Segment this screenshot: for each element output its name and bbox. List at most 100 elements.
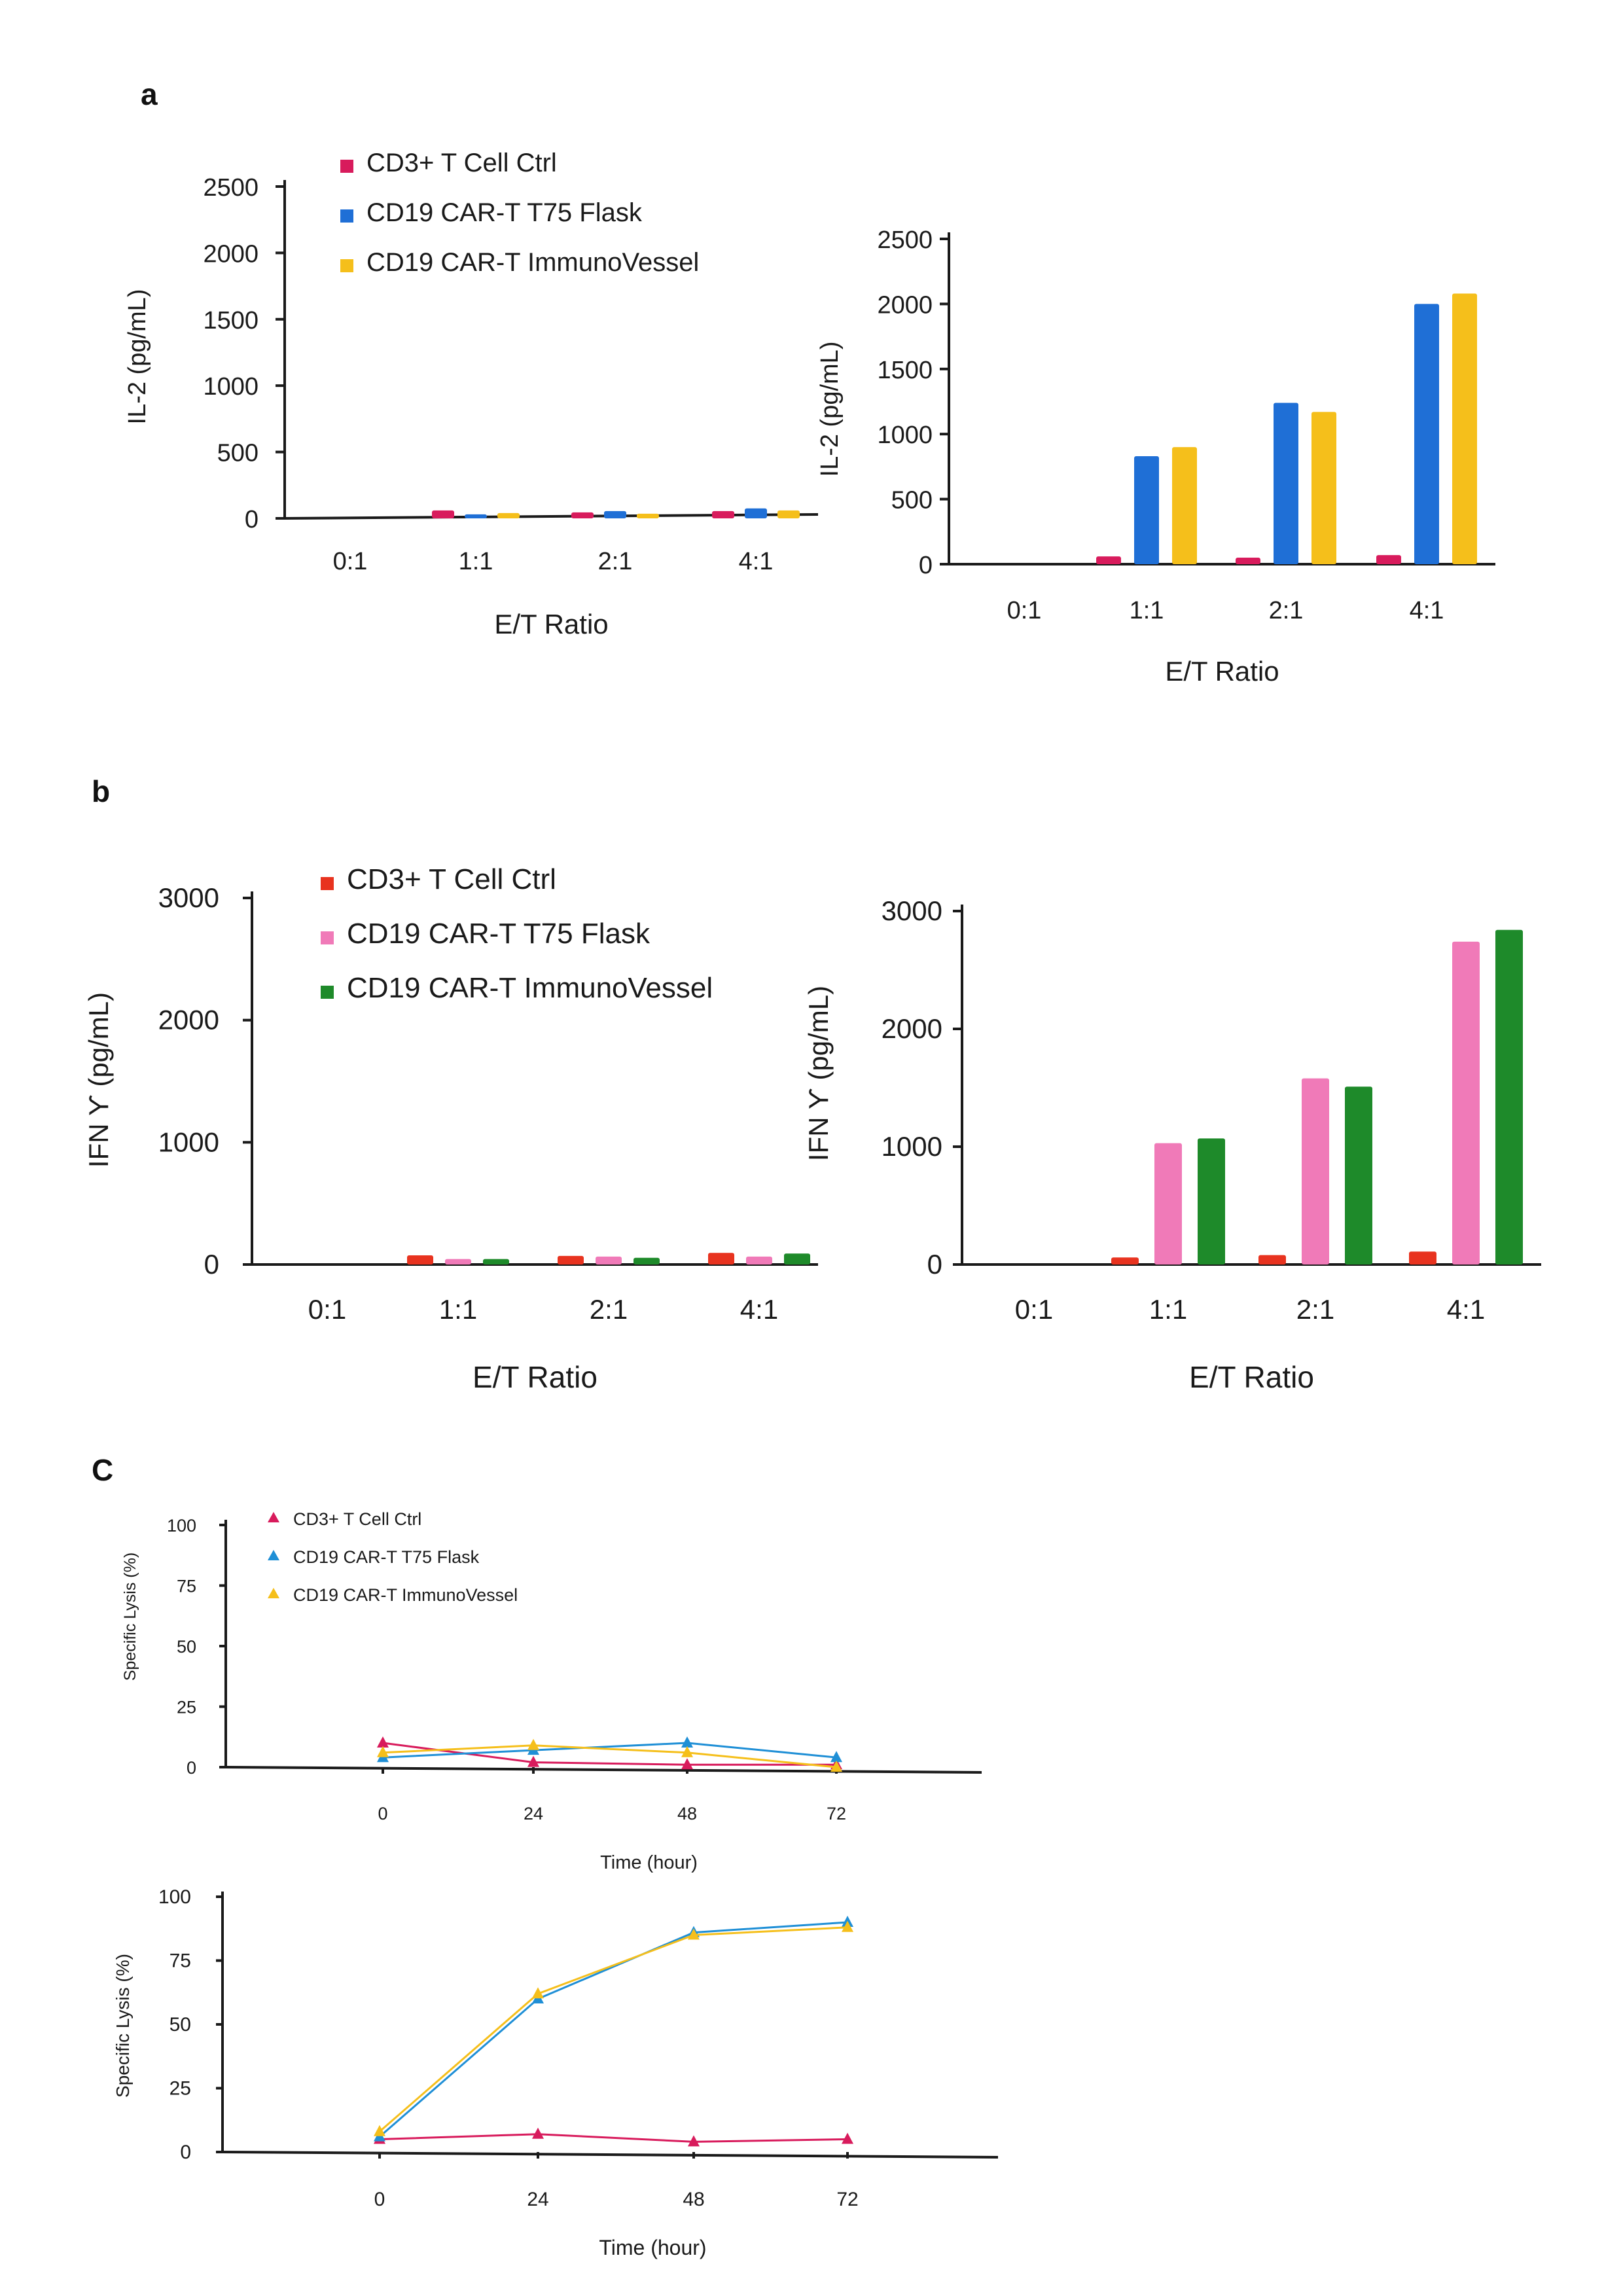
x-tick-label: 0:1: [1007, 597, 1042, 624]
bar: [708, 1253, 734, 1265]
legend-label: CD19 CAR-T ImmunoVessel: [347, 972, 713, 1004]
x-tick-label: 24: [527, 2189, 548, 2210]
x-tick-label: 1:1: [1149, 1294, 1187, 1325]
y-tick-label: 25: [177, 1698, 196, 1717]
legend-label: CD19 CAR-T T75 Flask: [366, 198, 643, 227]
x-tick-label: 0: [374, 2189, 385, 2210]
y-tick-label: 1500: [203, 307, 259, 334]
y-tick-label: 1000: [203, 373, 259, 401]
bar: [745, 508, 767, 518]
y-tick-label: 50: [177, 1637, 196, 1657]
y-tick-label: 0: [204, 1249, 219, 1280]
bar: [1452, 941, 1480, 1265]
bar: [1258, 1255, 1286, 1265]
x-axis-title: E/T Ratio: [473, 1360, 597, 1394]
series-line: [382, 1742, 837, 1759]
data-point: [527, 1738, 539, 1750]
data-point: [688, 1928, 700, 1940]
bar: [1302, 1078, 1329, 1265]
y-tick-label: 2500: [203, 174, 259, 202]
legend-label: CD19 CAR-T ImmunoVessel: [293, 1585, 518, 1605]
bar: [777, 510, 800, 518]
legend-swatch: [340, 160, 353, 173]
bar: [712, 511, 734, 518]
data-point: [532, 1987, 544, 1999]
series-line: [382, 1742, 836, 1766]
x-tick-label: 2:1: [1269, 597, 1304, 624]
bar: [1495, 929, 1523, 1265]
bar: [1452, 293, 1477, 564]
bar: [746, 1256, 772, 1265]
bar: [1198, 1138, 1225, 1265]
legend-label: CD19 CAR-T T75 Flask: [293, 1547, 480, 1567]
x-tick-label: 4:1: [1410, 597, 1444, 624]
y-tick-label: 75: [169, 1950, 191, 1972]
legend-label: CD19 CAR-T T75 Flask: [347, 918, 651, 950]
y-tick-label: 100: [158, 1886, 191, 1908]
bar: [1376, 555, 1401, 564]
y-axis-title: IL-2 (pg/mL): [816, 342, 844, 477]
bar: [784, 1253, 810, 1265]
bar: [445, 1259, 471, 1265]
chart-ifng-right: 0 1000 2000 3000 0:1 1:1 2:1 4:1 E/T Ratio IFN Ƴ …: [803, 895, 1541, 1394]
x-tick-label: 72: [836, 2189, 858, 2210]
chart-ifng-left: 0 1000 2000 3000 0:1 1:1 2:1 4:1 E/T Ratio IFN Ƴ …: [83, 863, 818, 1394]
legend-swatch: [340, 209, 353, 223]
bar: [604, 511, 626, 518]
y-tick-label: 2000: [877, 291, 933, 319]
x-tick-label: 4:1: [740, 1294, 778, 1325]
x-tick-label: 4:1: [739, 548, 774, 575]
y-tick-label: 3000: [882, 895, 942, 926]
data-point: [681, 1736, 693, 1748]
x-tick-label: 1:1: [459, 548, 493, 575]
legend-marker: [268, 1588, 279, 1598]
x-axis-title: E/T Ratio: [494, 609, 608, 639]
bar: [1134, 456, 1159, 564]
y-tick-label: 500: [217, 440, 259, 467]
x-tick-label: 0:1: [308, 1294, 346, 1325]
x-axis-title: E/T Ratio: [1165, 656, 1279, 687]
panel-label-b: b: [92, 774, 110, 808]
bar: [1172, 447, 1197, 564]
data-point: [374, 2125, 385, 2136]
x-tick-label: 2:1: [590, 1294, 628, 1325]
x-tick-label: 24: [524, 1804, 543, 1823]
legend-label: CD19 CAR-T ImmunoVessel: [366, 248, 699, 277]
legend-swatch: [321, 986, 334, 999]
x-tick-label: 1:1: [439, 1294, 477, 1325]
data-point: [830, 1751, 842, 1763]
bar: [432, 510, 454, 518]
x-axis-title: Time (hour): [599, 2236, 706, 2259]
series-line: [379, 1926, 848, 2132]
bar: [465, 514, 487, 518]
series-line: [379, 2133, 848, 2143]
bar: [497, 512, 520, 518]
panel-label-a: a: [141, 77, 158, 111]
x-tick-label: 72: [827, 1804, 846, 1823]
x-tick-label: 0:1: [1015, 1294, 1053, 1325]
bar: [1236, 558, 1260, 564]
x-axis-line: [225, 1766, 982, 1774]
x-axis-line: [222, 2151, 999, 2159]
legend-swatch: [340, 259, 353, 272]
y-tick-label: 0: [245, 506, 259, 533]
legend-label: CD3+ T Cell Ctrl: [293, 1509, 421, 1529]
data-point: [377, 1746, 389, 1757]
bar: [407, 1255, 433, 1265]
series-line: [382, 1744, 837, 1768]
x-axis-title: E/T Ratio: [1189, 1360, 1314, 1394]
y-tick-label: 2000: [882, 1013, 942, 1044]
legend-label: CD3+ T Cell Ctrl: [347, 863, 556, 895]
y-tick-label: 1000: [158, 1126, 219, 1157]
y-axis-title: IFN Ƴ (pg/mL): [803, 986, 834, 1161]
y-tick-label: 2000: [158, 1005, 219, 1035]
data-point: [532, 2127, 544, 2139]
y-tick-label: 50: [169, 2014, 191, 2036]
bar: [1111, 1257, 1139, 1265]
y-tick-label: 2500: [877, 226, 933, 254]
x-tick-label: 2:1: [1296, 1294, 1334, 1325]
bar: [1311, 412, 1336, 564]
y-axis-title: IL-2 (pg/mL): [124, 289, 151, 425]
chart-lysis-top: 0 25 50 75 100 0 24 48 72 Time (hour) Specific Lys…: [121, 1509, 982, 1873]
x-tick-label: 48: [677, 1804, 697, 1823]
